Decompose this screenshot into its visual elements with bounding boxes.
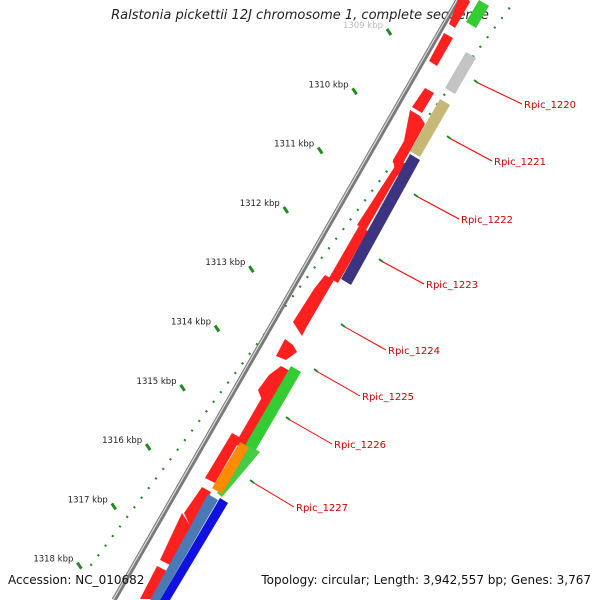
scale-tick-label: 1310 kbp [309, 80, 349, 90]
cds-arrow[interactable] [357, 160, 408, 230]
scale-tick-label: 1309 kbp [343, 21, 383, 31]
cds-arrow[interactable] [293, 275, 334, 336]
gene-bar-blue[interactable] [160, 498, 228, 600]
gene-bar-rpic-1225[interactable] [244, 366, 301, 453]
scale-tick-label: 1318 kbp [33, 555, 73, 565]
map-title: Ralstonia pickettii 12J chromosome 1, co… [111, 8, 489, 23]
scale-tick-label: 1313 kbp [205, 258, 245, 268]
scale-tick-label: 1316 kbp [102, 436, 142, 446]
scale-tick-mark [351, 87, 358, 96]
scale-tick-label: 1314 kbp [171, 318, 211, 328]
callout-anchor-mark [446, 135, 452, 140]
scale-tick-label: 1312 kbp [240, 199, 280, 209]
gene-bar-rpic-1227[interactable] [212, 442, 249, 494]
gene-bar-steel[interactable] [150, 494, 218, 600]
cds-arrow[interactable] [412, 88, 434, 113]
reverse-strand-genes [150, 0, 489, 600]
gene-bar-rpic-1220[interactable] [445, 52, 476, 94]
cds-arrow[interactable] [449, 0, 470, 28]
gene-label[interactable]: Rpic_1220 [524, 100, 576, 111]
scale-tick-mark [385, 28, 393, 36]
scale-tick-mark [248, 265, 255, 274]
cds-arrow[interactable] [393, 110, 425, 176]
gene-label[interactable]: Rpic_1221 [494, 157, 546, 168]
genome-summary: Topology: circular; Length: 3,942,557 bp… [261, 573, 591, 587]
callout-anchor-mark [313, 368, 319, 373]
scale-tick-label: 1315 kbp [137, 377, 177, 387]
gene-callout-line [317, 371, 361, 397]
cds-arrow[interactable] [205, 433, 241, 483]
scale-ticks: 1309 kbp 1310 kbp 1311 kbp 1312 kbp 1313 kbp… [33, 21, 393, 570]
cds-arrow[interactable] [140, 566, 167, 599]
gene-bar-rpic-1219[interactable] [466, 0, 489, 28]
gene-bar-rpic-1226[interactable] [217, 446, 260, 497]
callout-anchor-mark [378, 258, 384, 263]
callout-anchor-mark [473, 79, 479, 84]
gene-label[interactable]: Rpic_1225 [362, 392, 414, 403]
scale-tick-mark [316, 146, 324, 155]
scale-tick-mark [179, 383, 186, 392]
scale-tick-mark [76, 561, 83, 570]
chromosome-backbone-highlight [112, 0, 458, 600]
cds-arrow[interactable] [429, 33, 453, 66]
gene-bar-rpic-1222[interactable] [341, 154, 420, 285]
cds-arrow[interactable] [276, 339, 297, 360]
gene-label[interactable]: Rpic_1224 [388, 346, 440, 357]
gene-callout-line [289, 419, 333, 445]
scale-tick-label: 1311 kbp [274, 140, 314, 150]
gene-label[interactable]: Rpic_1226 [334, 440, 386, 451]
gene-callout-line [382, 261, 425, 285]
gene-callout-line [417, 196, 460, 220]
callout-anchor-mark [285, 416, 291, 421]
gene-label[interactable]: Rpic_1223 [426, 280, 478, 291]
accession-label: Accession: NC_010682 [8, 573, 145, 587]
gene-callout-line [477, 82, 523, 105]
callout-anchor-mark [413, 193, 419, 198]
scale-tick-mark [213, 324, 221, 333]
gene-callout-line [450, 138, 493, 162]
callout-anchor-mark [249, 479, 255, 484]
scale-tick-mark [110, 502, 118, 511]
gene-label[interactable]: Rpic_1227 [296, 503, 348, 514]
gene-callout-line [344, 326, 387, 351]
forward-strand-cds [140, 0, 470, 599]
scale-tick-mark [282, 206, 290, 214]
gene-callout-line [253, 482, 295, 508]
gene-bar-rpic-1221[interactable] [410, 99, 450, 157]
chromosome-backbone [111, 0, 461, 600]
gene-callouts: Rpic_1220 Rpic_1221 Rpic_1222 Rpic_1223 Rpic… [249, 79, 576, 514]
cds-arrow[interactable] [184, 487, 211, 530]
cds-arrow[interactable] [235, 387, 277, 449]
scale-tick-label: 1317 kbp [68, 495, 108, 505]
cds-arrow[interactable] [160, 513, 193, 565]
scale-tick-mark [144, 443, 152, 451]
callout-anchor-mark [340, 323, 346, 328]
cds-arrow[interactable] [329, 226, 368, 283]
gene-label[interactable]: Rpic_1222 [461, 215, 513, 226]
